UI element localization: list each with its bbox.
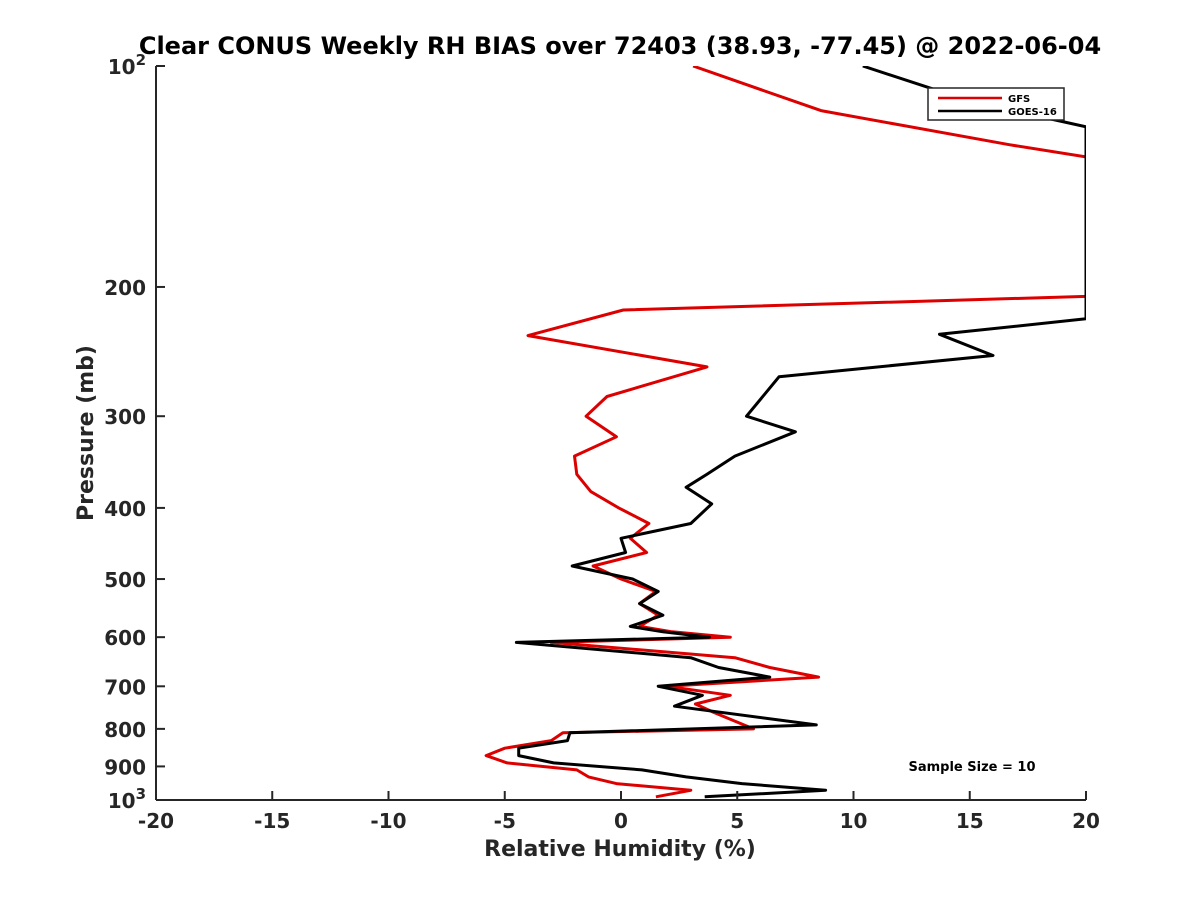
y-tick-label: 600 bbox=[104, 626, 146, 650]
x-axis: -20 -15 -10 -5 0 5 10 15 20 bbox=[138, 791, 1100, 833]
y-tick-label: 500 bbox=[104, 568, 146, 592]
x-tick-label: 5 bbox=[730, 809, 744, 833]
y-tick-label: 103 bbox=[108, 785, 146, 813]
y-axis: 102 200 300 400 500 600 700 800 900 103 bbox=[104, 51, 165, 813]
x-tick-label: 0 bbox=[614, 809, 628, 833]
x-tick-label: 20 bbox=[1072, 809, 1100, 833]
y-axis-label: Pressure (mb) bbox=[74, 345, 99, 521]
x-axis-label: Relative Humidity (%) bbox=[484, 837, 756, 862]
y-tick-label: 300 bbox=[104, 405, 146, 429]
plot-area bbox=[484, 66, 1086, 799]
y-tick-label: 200 bbox=[104, 276, 146, 300]
y-tick-label: 400 bbox=[104, 497, 146, 521]
y-tick-label: 900 bbox=[104, 755, 146, 779]
x-tick-label: 15 bbox=[956, 809, 984, 833]
x-tick-label: -15 bbox=[254, 809, 290, 833]
sample-size-annotation: Sample Size = 10 bbox=[908, 760, 1035, 775]
x-tick-label: -10 bbox=[370, 809, 406, 833]
chart-title: Clear CONUS Weekly RH BIAS over 72403 (3… bbox=[139, 32, 1101, 60]
series-line-goes-16 bbox=[514, 66, 1086, 799]
y-tick-label: 700 bbox=[104, 675, 146, 699]
y-tick-label: 800 bbox=[104, 718, 146, 742]
x-tick-label: -20 bbox=[138, 809, 174, 833]
legend-box bbox=[927, 87, 1065, 121]
x-tick-label: 10 bbox=[840, 809, 868, 833]
legend-label-gfs: GFS bbox=[1008, 94, 1030, 105]
legend: GFS GOES-16 bbox=[927, 87, 1065, 121]
legend-label-goes-16: GOES-16 bbox=[1008, 107, 1057, 118]
x-tick-label: -5 bbox=[494, 809, 516, 833]
series-line-gfs bbox=[484, 66, 1086, 799]
y-tick-label: 102 bbox=[108, 51, 146, 79]
